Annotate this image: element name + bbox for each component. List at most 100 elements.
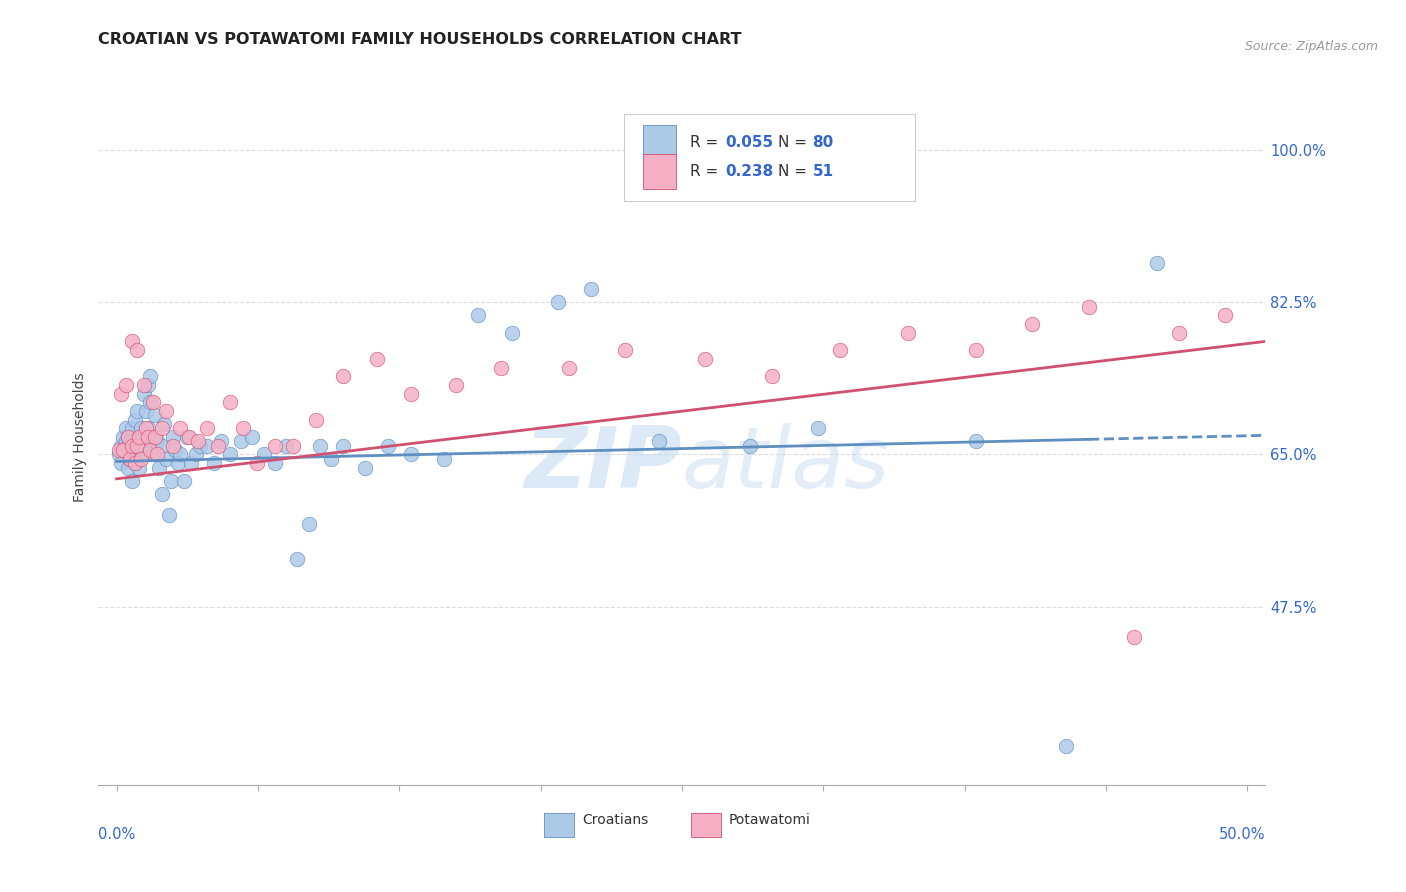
Point [112, 443, 135, 458]
Text: 80: 80 [813, 136, 834, 150]
Point [124, 439, 146, 453]
Point [112, 443, 135, 458]
Point [155, 451, 177, 466]
Point [693, 351, 716, 366]
Point [229, 434, 252, 449]
Point [1078, 300, 1101, 314]
Point [965, 343, 987, 357]
Point [169, 447, 191, 461]
Point [142, 430, 165, 444]
Point [281, 439, 304, 453]
Point [467, 308, 489, 322]
Point [377, 439, 399, 453]
Point [120, 434, 142, 449]
Point [125, 404, 148, 418]
Point [150, 421, 173, 435]
Point [218, 447, 240, 461]
Point [117, 430, 139, 444]
Point [176, 430, 198, 444]
Point [136, 378, 159, 392]
Point [131, 451, 153, 466]
Point [131, 439, 153, 453]
Point [173, 474, 195, 488]
Point [114, 421, 136, 435]
Point [150, 486, 173, 500]
Text: 50.0%: 50.0% [1219, 827, 1265, 842]
Point [135, 404, 157, 418]
Point [246, 456, 269, 470]
Bar [644, 154, 676, 189]
Point [1054, 739, 1077, 753]
Point [195, 439, 218, 453]
Point [180, 456, 202, 470]
Point [489, 360, 512, 375]
Point [131, 421, 153, 435]
Point [110, 456, 132, 470]
Point [195, 421, 218, 435]
Point [120, 451, 142, 466]
Point [117, 430, 139, 444]
Point [207, 439, 229, 453]
Point [114, 434, 136, 449]
Point [107, 447, 129, 461]
Point [128, 443, 150, 458]
Point [1021, 317, 1043, 331]
Point [761, 369, 783, 384]
Point [124, 412, 146, 427]
Point [107, 443, 129, 458]
Point [125, 439, 148, 453]
Point [125, 447, 148, 461]
Point [121, 421, 143, 435]
Point [276, 439, 298, 453]
Text: 0.055: 0.055 [725, 136, 773, 150]
Point [399, 447, 422, 461]
Point [184, 447, 207, 461]
FancyBboxPatch shape [624, 113, 915, 201]
Point [146, 434, 169, 449]
Point [240, 430, 263, 444]
Point [136, 430, 159, 444]
Point [135, 421, 157, 435]
Point [121, 334, 143, 349]
Point [112, 430, 135, 444]
Point [965, 434, 987, 449]
Text: R =: R = [690, 136, 723, 150]
Point [132, 378, 155, 392]
Point [399, 386, 422, 401]
Point [354, 460, 377, 475]
Text: 0.238: 0.238 [725, 164, 773, 178]
Point [128, 460, 150, 475]
Point [547, 295, 569, 310]
Point [117, 460, 139, 475]
Point [142, 447, 165, 461]
Point [146, 447, 169, 461]
Text: Croatians: Croatians [582, 813, 650, 827]
Y-axis label: Family Households: Family Households [73, 372, 87, 502]
Point [321, 451, 343, 466]
Text: CROATIAN VS POTAWATOMI FAMILY HOUSEHOLDS CORRELATION CHART: CROATIAN VS POTAWATOMI FAMILY HOUSEHOLDS… [98, 32, 742, 47]
Point [155, 404, 177, 418]
Point [135, 447, 157, 461]
Point [157, 508, 180, 523]
Point [121, 439, 143, 453]
Point [150, 439, 173, 453]
Point [114, 378, 136, 392]
Point [153, 417, 176, 431]
Text: atlas: atlas [682, 424, 890, 507]
Text: R =: R = [690, 164, 723, 178]
Text: ZIP: ZIP [524, 424, 682, 507]
Point [648, 434, 671, 449]
Point [897, 326, 920, 340]
Point [1168, 326, 1191, 340]
Point [252, 447, 274, 461]
Point [120, 451, 142, 466]
Point [218, 395, 240, 409]
Point [433, 451, 456, 466]
Text: N =: N = [778, 164, 811, 178]
Point [287, 551, 309, 566]
Point [614, 343, 637, 357]
Point [202, 456, 225, 470]
Point [132, 386, 155, 401]
Point [304, 412, 326, 427]
Point [298, 517, 321, 532]
